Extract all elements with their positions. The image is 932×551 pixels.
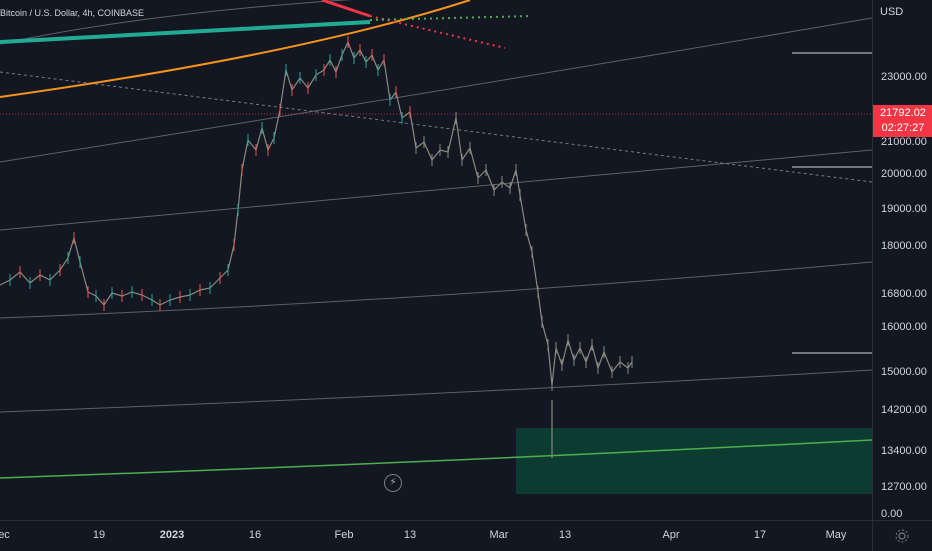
last-price-badge: 21792.02 02:27:27 [873,105,932,137]
time-label: 2023 [159,529,185,541]
time-label: May [825,529,847,541]
time-label: 16 [248,529,262,541]
time-label: Feb [334,529,354,541]
target-zone[interactable] [516,428,872,494]
price-label: 12700.00 [881,481,927,493]
price-label: 19000.00 [881,203,927,215]
price-label: 0.00 [881,508,903,520]
price-label: 23000.00 [881,71,927,83]
price-label: 13400.00 [881,445,927,457]
price-label: 16800.00 [881,288,927,300]
green-curve[interactable] [0,439,872,479]
price-label: 16000.00 [881,321,927,333]
countdown-value: 02:27:27 [881,122,925,134]
red-dotted-line[interactable] [369,15,506,49]
arc-1[interactable] [0,0,872,45]
time-label: Apr [662,529,680,541]
time-label: ec [0,529,10,541]
time-label: 17 [753,529,767,541]
last-price-value: 21792.02 [880,107,926,119]
time-label: Mar [489,529,509,541]
price-label: 15000.00 [881,366,927,378]
time-label: 19 [92,529,106,541]
teal-line[interactable] [0,20,371,44]
lightning-icon[interactable]: ⚡ [384,474,402,492]
arc-5[interactable] [0,369,872,413]
red-segment[interactable] [321,0,371,18]
candles-group[interactable] [9,36,633,391]
time-label: 13 [558,529,572,541]
price-label: 21000.00 [881,136,927,148]
gear-icon[interactable] [895,529,909,543]
price-label: 14200.00 [881,404,927,416]
price-chart[interactable] [0,0,872,520]
axis-corner[interactable] [872,520,932,551]
price-series[interactable] [0,40,633,386]
price-label: 18000.00 [881,240,927,252]
orange-arc[interactable] [0,0,471,98]
currency-label: USD [880,6,904,18]
green-dotted-line[interactable] [369,15,533,21]
arc-2[interactable] [0,17,872,163]
price-axis[interactable]: USD 23000.00 21000.00 20000.00 19000.00 1800… [872,0,932,520]
dashed-trendline[interactable] [0,71,872,183]
price-label: 20000.00 [881,168,927,180]
time-axis[interactable]: ec 19 2023 16 Feb 13 Mar 13 Apr 17 May [0,520,872,551]
time-label: 13 [403,529,417,541]
symbol-title: Bitcoin / U.S. Dollar, 4h, COINBASE [0,8,145,18]
arc-3[interactable] [0,149,872,231]
arc-4[interactable] [0,261,872,319]
chart-pane[interactable]: Bitcoin / U.S. Dollar, 4h, COINBASE ⚡ [0,0,872,520]
